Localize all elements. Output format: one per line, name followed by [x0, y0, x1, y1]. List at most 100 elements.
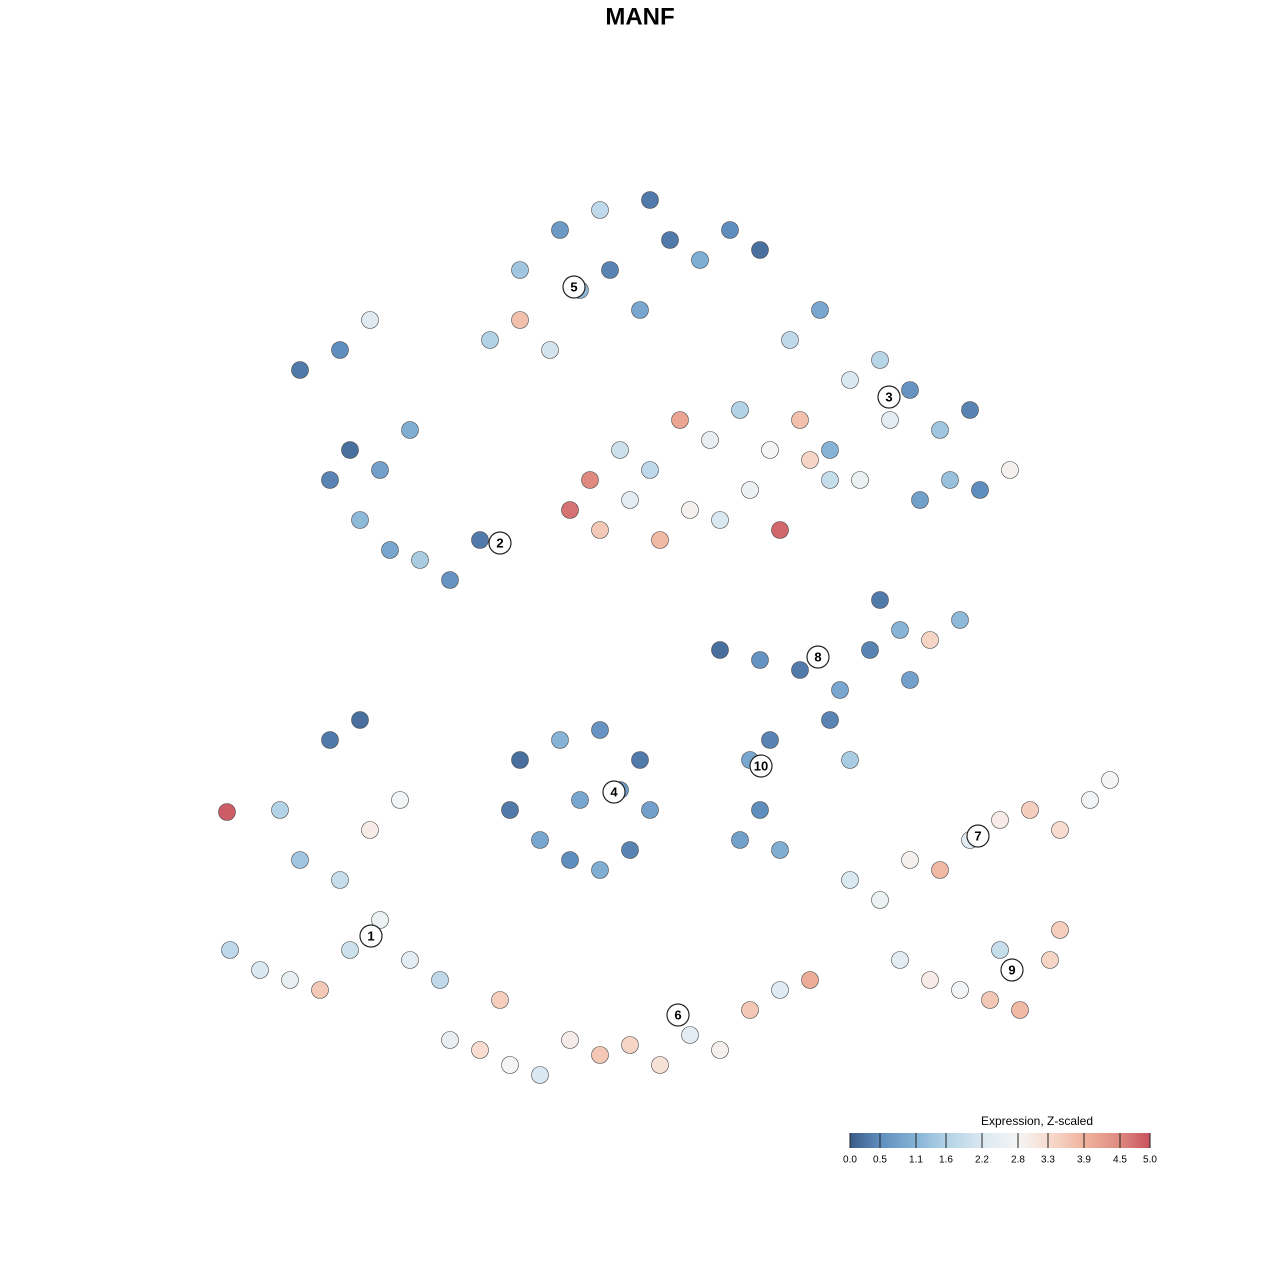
point — [891, 621, 909, 639]
point — [281, 971, 299, 989]
point — [671, 411, 689, 429]
point — [371, 911, 389, 929]
point — [751, 241, 769, 259]
cluster-marker — [602, 780, 626, 804]
point — [841, 871, 859, 889]
point — [1021, 801, 1039, 819]
point — [651, 1056, 669, 1074]
cluster-label: 8 — [814, 649, 821, 664]
point — [251, 961, 269, 979]
point — [371, 461, 389, 479]
colorbar-tick-label: 3.9 — [1077, 1155, 1091, 1166]
point — [801, 971, 819, 989]
point — [1051, 921, 1069, 939]
cluster-marker — [666, 1003, 690, 1027]
point — [641, 801, 659, 819]
point — [741, 1001, 759, 1019]
point — [601, 261, 619, 279]
point — [771, 981, 789, 999]
point — [1051, 821, 1069, 839]
point — [1081, 791, 1099, 809]
point — [841, 751, 859, 769]
cluster-label: 6 — [674, 1007, 681, 1022]
point — [891, 951, 909, 969]
point — [621, 1036, 639, 1054]
point — [361, 821, 379, 839]
cluster-marker — [488, 531, 512, 555]
point — [651, 531, 669, 549]
point — [621, 491, 639, 509]
colorbar-tick-label: 3.3 — [1041, 1155, 1055, 1166]
point — [981, 991, 999, 1009]
point — [481, 331, 499, 349]
cluster-marker — [806, 645, 830, 669]
point — [341, 441, 359, 459]
point — [701, 431, 719, 449]
point — [221, 941, 239, 959]
point — [821, 471, 839, 489]
point — [291, 851, 309, 869]
point — [971, 481, 989, 499]
point — [741, 481, 759, 499]
point — [218, 803, 236, 821]
cluster-label: 9 — [1008, 962, 1015, 977]
point — [771, 521, 789, 539]
point — [901, 671, 919, 689]
point — [861, 641, 879, 659]
point — [341, 941, 359, 959]
colorbar-tick-label: 0.0 — [843, 1155, 857, 1166]
point — [351, 511, 369, 529]
point — [561, 501, 579, 519]
cluster-marker — [562, 275, 586, 299]
point — [591, 721, 609, 739]
point — [901, 381, 919, 399]
point — [1101, 771, 1119, 789]
point — [471, 531, 489, 549]
point — [921, 631, 939, 649]
point — [271, 801, 289, 819]
point — [941, 471, 959, 489]
point — [551, 731, 569, 749]
colorbar-tick-label: 2.8 — [1011, 1155, 1025, 1166]
point — [691, 251, 709, 269]
point — [531, 831, 549, 849]
point — [391, 791, 409, 809]
point — [851, 471, 869, 489]
point — [531, 1066, 549, 1084]
point — [821, 711, 839, 729]
point — [441, 1031, 459, 1049]
point — [791, 411, 809, 429]
point — [901, 851, 919, 869]
point — [501, 801, 519, 819]
colorbar-tick-label: 0.5 — [873, 1155, 887, 1166]
point — [751, 651, 769, 669]
point — [871, 591, 889, 609]
point — [961, 401, 979, 419]
colorbar-tick-label: 5.0 — [1143, 1155, 1157, 1166]
point — [541, 341, 559, 359]
point — [731, 401, 749, 419]
point — [771, 841, 789, 859]
point — [991, 811, 1009, 829]
point — [511, 751, 529, 769]
point — [721, 221, 739, 239]
point — [801, 451, 819, 469]
point — [511, 261, 529, 279]
point — [631, 301, 649, 319]
point — [591, 1046, 609, 1064]
point — [811, 301, 829, 319]
point — [821, 441, 839, 459]
point — [681, 1026, 699, 1044]
cluster-marker — [877, 385, 901, 409]
cluster-marker — [359, 924, 383, 948]
point — [681, 501, 699, 519]
point — [641, 461, 659, 479]
point — [311, 981, 329, 999]
cluster-label: 2 — [496, 535, 503, 550]
point — [661, 231, 679, 249]
point — [351, 711, 369, 729]
point — [591, 861, 609, 879]
point — [331, 871, 349, 889]
chart-title: MANF — [605, 3, 674, 30]
